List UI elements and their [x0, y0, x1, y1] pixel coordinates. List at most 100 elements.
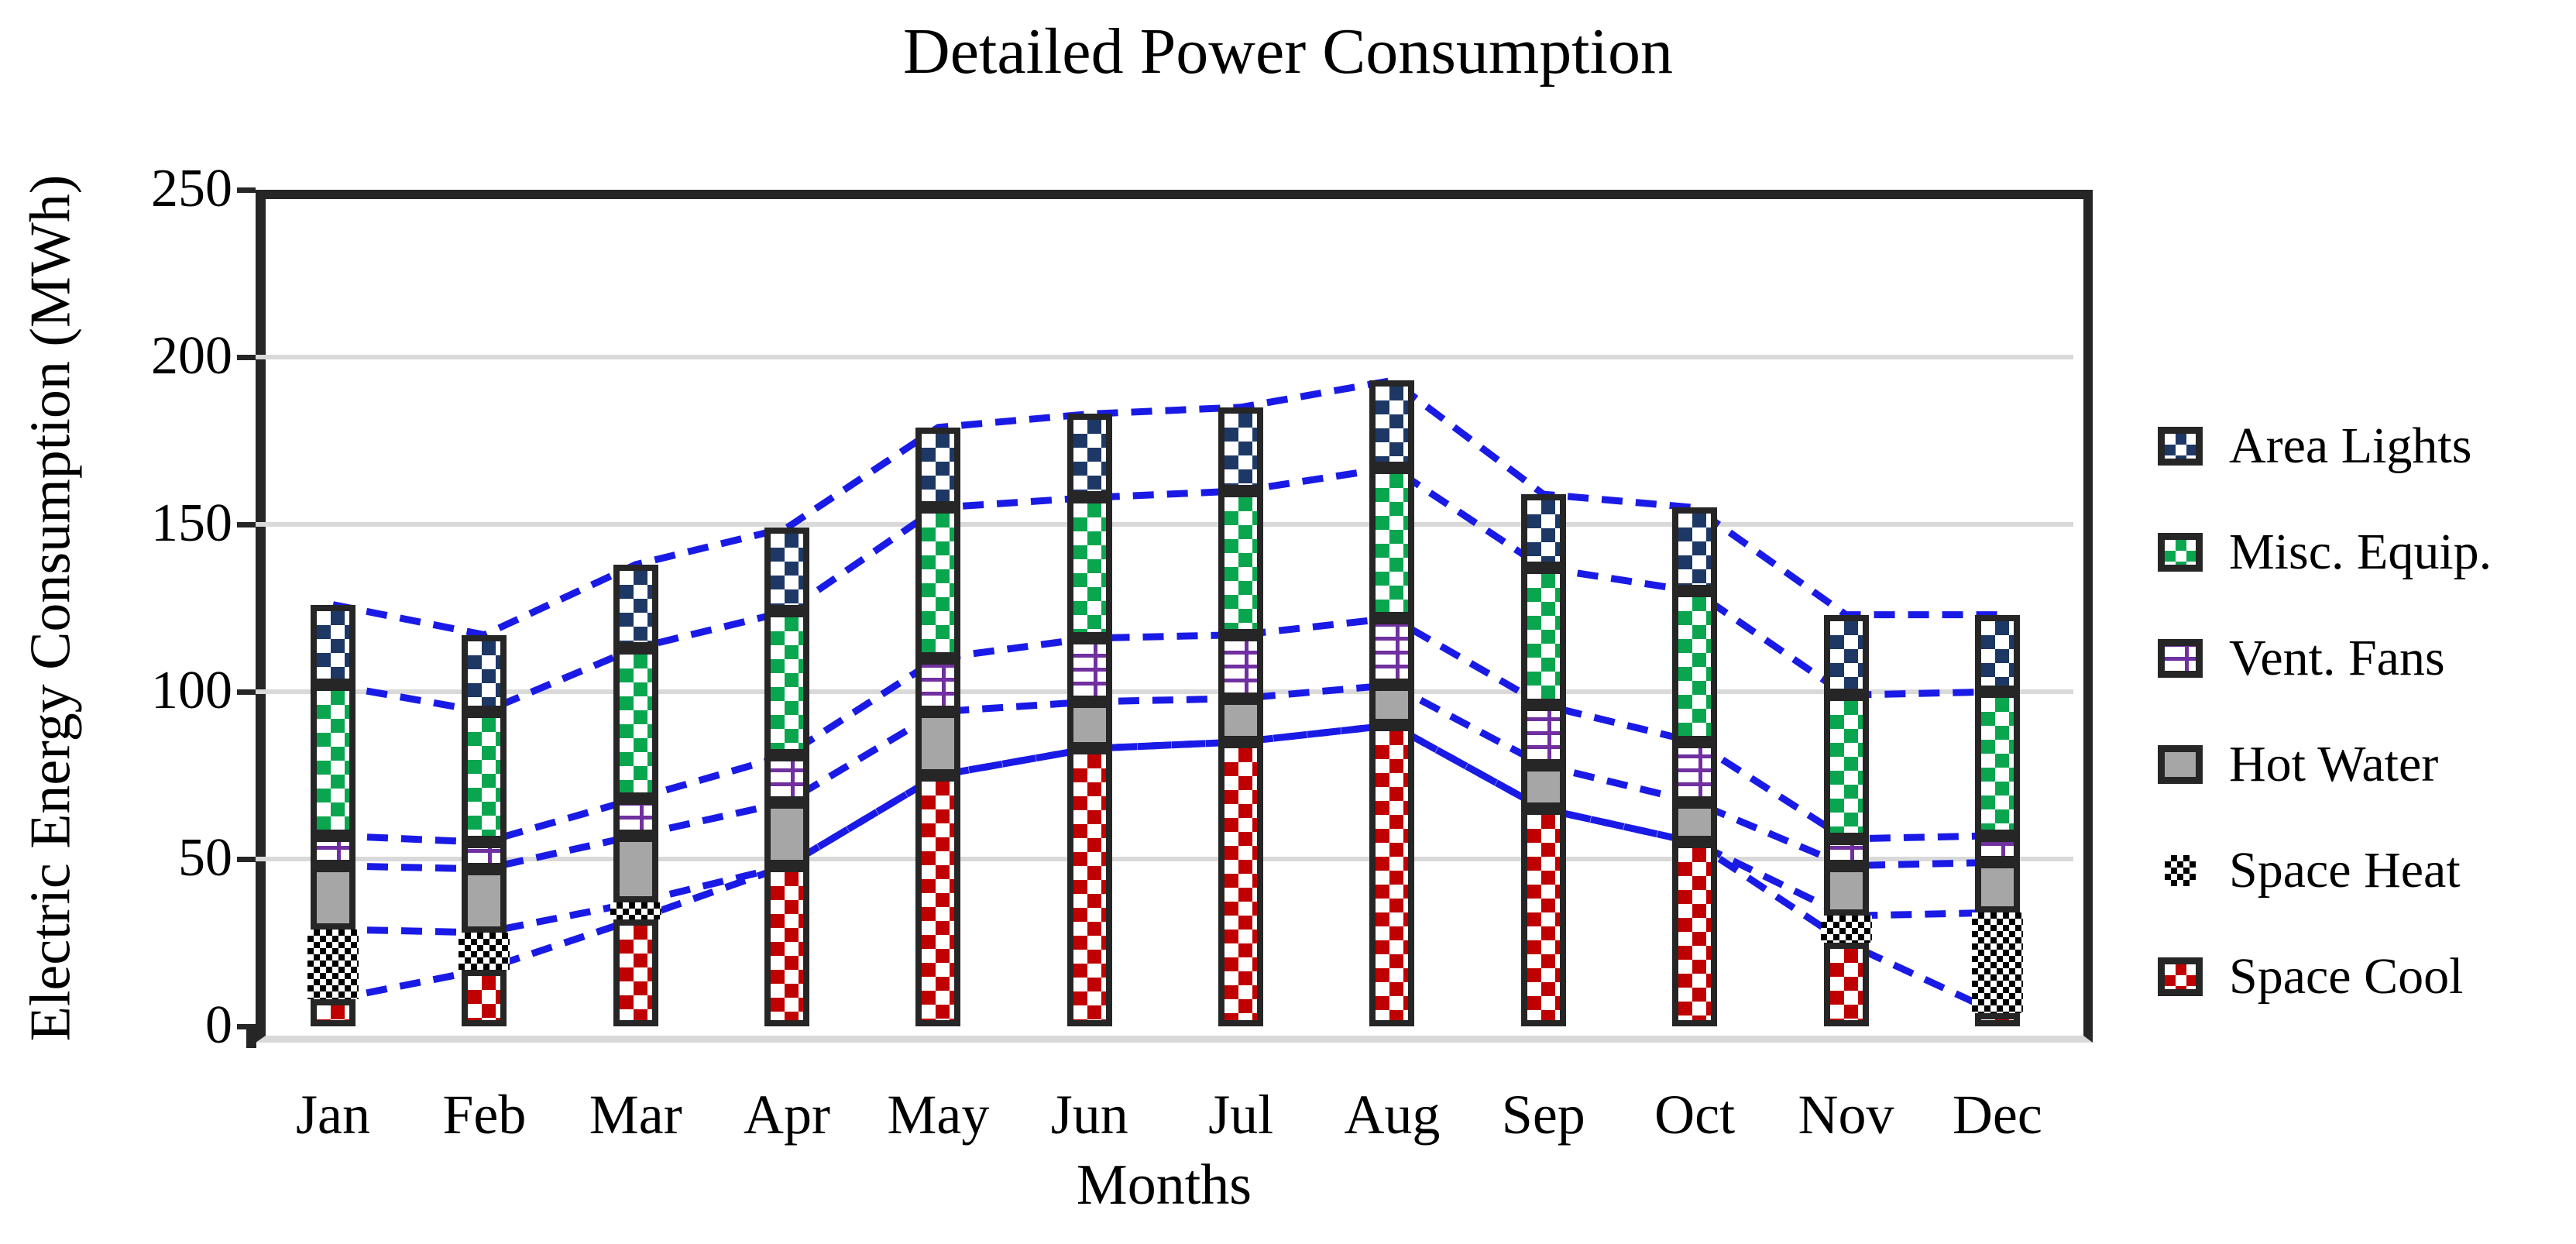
legend-swatch-area-lights [2158, 427, 2203, 466]
y-tick-label-200: 200 [151, 326, 232, 386]
plot-area [256, 190, 2073, 1026]
legend-label: Area Lights [2229, 418, 2472, 474]
plot-area-frame [256, 190, 2093, 1043]
segment-space-cool-oct [1672, 842, 1718, 1026]
legend-item-misc-equip-: Misc. Equip. [2158, 523, 2492, 582]
segment-hot-water-nov [1823, 865, 1869, 916]
x-tick-label-sep: Sep [1501, 1084, 1585, 1146]
legend-label: Space Cool [2229, 948, 2464, 1005]
bar-aug [1369, 380, 1415, 1026]
bar-dec [1971, 614, 2023, 1026]
bar-jun [1066, 414, 1112, 1026]
segment-vent-fans-nov [1823, 839, 1869, 866]
x-tick-label-oct: Oct [1654, 1084, 1736, 1146]
x-tick-label-nov: Nov [1798, 1084, 1894, 1146]
segment-area-lights-apr [764, 527, 810, 612]
segment-vent-fans-sep [1520, 705, 1566, 766]
segment-vent-fans-feb [462, 842, 507, 869]
x-tick-label-apr: Apr [744, 1084, 831, 1146]
bar-sep [1520, 494, 1566, 1026]
y-tick-mark-0 [237, 1024, 256, 1029]
gridline-100 [256, 689, 2073, 694]
legend-item-vent-fans: Vent. Fans [2158, 629, 2445, 688]
bar-nov [1820, 614, 1872, 1026]
segment-space-cool-feb [462, 969, 507, 1026]
legend-item-hot-water: Hot Water [2158, 735, 2438, 794]
legend-label: Hot Water [2229, 736, 2439, 792]
segment-space-heat-nov [1820, 916, 1872, 943]
y-tick-label-100: 100 [151, 661, 232, 720]
x-tick-label-jun: Jun [1050, 1084, 1128, 1146]
segment-misc-equip--dec [1974, 692, 2020, 836]
y-tick-mark-200 [237, 355, 256, 360]
y-tick-label-250: 250 [151, 159, 232, 218]
segment-space-heat-feb [459, 933, 510, 970]
legend-swatch-space-heat [2165, 855, 2196, 886]
segment-area-lights-sep [1520, 494, 1566, 569]
dashed-connector-line-space-heat [332, 721, 1997, 936]
segment-misc-equip--jul [1218, 490, 1264, 635]
segment-vent-fans-apr [764, 755, 810, 802]
legend-swatch-space-cool [2158, 957, 2203, 996]
segment-hot-water-may [915, 711, 961, 775]
x-tick-label-may: May [887, 1084, 990, 1146]
segment-space-cool-sep [1520, 809, 1566, 1026]
segment-vent-fans-jul [1218, 634, 1264, 699]
segment-misc-equip--jun [1066, 497, 1112, 638]
bar-mar [610, 564, 661, 1026]
chart-title: Detailed Power Consumption [903, 15, 1673, 88]
segment-misc-equip--feb [462, 711, 507, 843]
segment-area-lights-nov [1823, 614, 1869, 696]
bar-may [915, 427, 961, 1026]
segment-hot-water-apr [764, 802, 810, 866]
segment-space-cool-nov [1823, 943, 1869, 1026]
dashed-connector-line-area-lights [332, 376, 1997, 639]
y-tick-mark-50 [237, 857, 256, 862]
segment-hot-water-sep [1520, 765, 1566, 809]
segment-area-lights-may [915, 427, 961, 508]
segment-area-lights-oct [1672, 507, 1718, 592]
segment-vent-fans-jun [1066, 637, 1112, 702]
segment-area-lights-mar [613, 564, 658, 648]
x-tick-label-aug: Aug [1344, 1084, 1441, 1146]
segment-vent-fans-may [915, 658, 961, 712]
segment-space-cool-may [915, 775, 961, 1026]
dashed-connector-line-misc-equip- [332, 463, 1997, 716]
segment-hot-water-oct [1672, 802, 1718, 843]
segment-area-lights-dec [1974, 614, 2020, 692]
segment-vent-fans-dec [1974, 835, 2020, 863]
y-tick-mark-100 [237, 689, 256, 695]
gridline-200 [256, 355, 2073, 359]
legend-swatch-misc-equip- [2158, 533, 2203, 572]
bar-feb [459, 634, 510, 1026]
segment-misc-equip--nov [1823, 695, 1869, 840]
x-axis-title: Months [1076, 1153, 1252, 1217]
y-tick-label-0: 0 [205, 995, 232, 1055]
connector-lines-layer [332, 376, 1999, 1016]
segment-space-heat-mar [610, 902, 661, 919]
segment-area-lights-jul [1218, 407, 1264, 491]
bar-apr [764, 527, 810, 1026]
segment-vent-fans-aug [1369, 617, 1415, 686]
segment-space-heat-dec [1971, 912, 2023, 1013]
segment-area-lights-feb [462, 634, 507, 712]
segment-vent-fans-oct [1672, 741, 1718, 802]
segment-misc-equip--jan [311, 685, 355, 836]
x-tick-label-jan: Jan [296, 1084, 370, 1146]
y-tick-label-150: 150 [151, 493, 232, 553]
y-axis-foot-tick [246, 1026, 256, 1048]
segment-misc-equip--aug [1369, 467, 1415, 618]
segment-hot-water-aug [1369, 685, 1415, 726]
x-tick-label-mar: Mar [589, 1084, 682, 1146]
segment-hot-water-mar [613, 835, 658, 903]
x-tick-label-jul: Jul [1208, 1084, 1274, 1146]
segment-hot-water-dec [1974, 862, 2020, 913]
legend-label: Space Heat [2229, 842, 2461, 899]
segment-misc-equip--sep [1520, 568, 1566, 706]
segment-vent-fans-mar [613, 799, 658, 836]
legend-item-space-heat: Space Heat [2158, 841, 2461, 900]
dashed-connector-line-space-cool [332, 721, 1999, 1016]
segment-area-lights-aug [1369, 380, 1415, 468]
legend-label: Misc. Equip. [2229, 524, 2492, 580]
